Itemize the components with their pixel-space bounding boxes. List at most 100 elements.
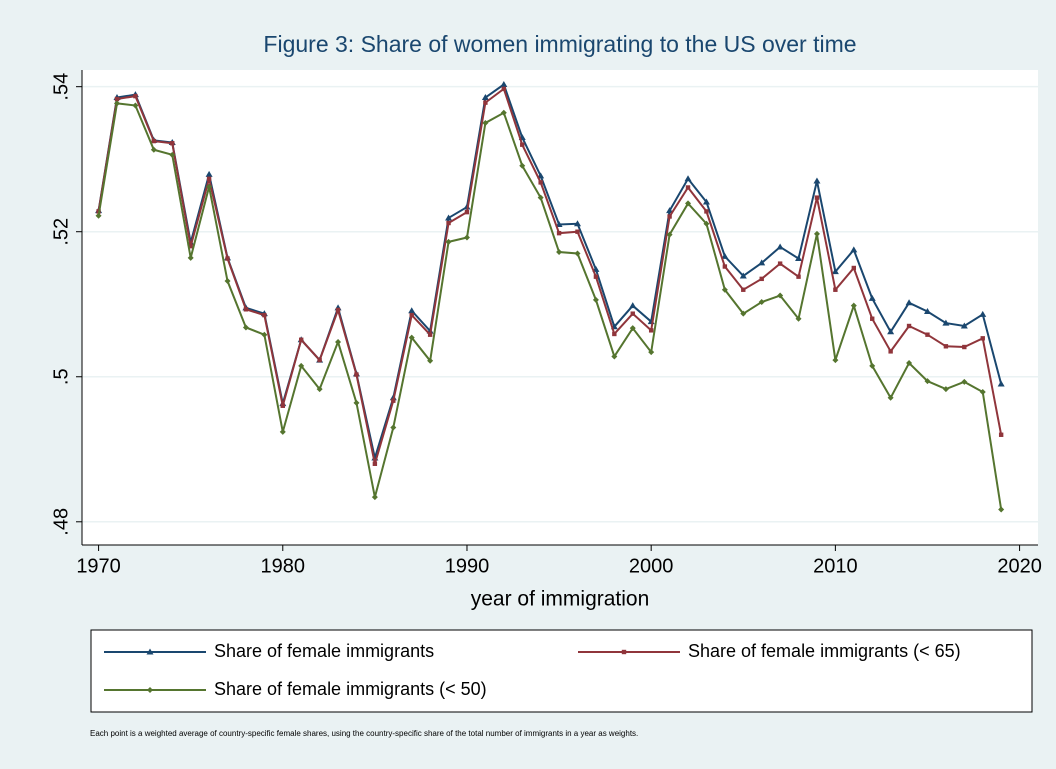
point — [869, 362, 876, 369]
point — [979, 388, 986, 395]
point — [483, 100, 488, 105]
point — [150, 146, 157, 153]
x-axis-title: year of immigration — [471, 588, 650, 611]
point — [242, 324, 249, 331]
point — [371, 494, 378, 501]
point — [906, 323, 912, 329]
point — [151, 138, 157, 144]
point — [721, 252, 729, 259]
point — [95, 212, 102, 219]
point — [667, 214, 672, 219]
point — [703, 220, 710, 227]
note: Each point is a weighted average of coun… — [90, 729, 638, 738]
point — [537, 194, 544, 201]
point — [685, 185, 691, 190]
point — [997, 380, 1005, 387]
point — [704, 209, 709, 214]
legend-box — [90, 629, 1033, 713]
point — [998, 506, 1005, 513]
point — [758, 259, 766, 266]
point — [648, 328, 654, 333]
point — [813, 230, 820, 237]
point — [114, 96, 120, 102]
point — [463, 234, 470, 241]
point — [721, 286, 728, 293]
point — [409, 312, 414, 318]
point — [924, 378, 931, 385]
point — [998, 432, 1004, 437]
point — [831, 268, 839, 275]
point — [870, 316, 875, 321]
chart-title: Figure 3: Share of women immigrating to … — [263, 31, 856, 57]
point — [132, 102, 139, 109]
point — [630, 311, 635, 316]
point — [243, 307, 249, 312]
point — [446, 220, 451, 226]
point — [317, 357, 322, 363]
point — [923, 307, 931, 314]
point — [905, 299, 913, 306]
series-line — [97, 102, 1003, 510]
point — [262, 312, 267, 318]
point — [593, 274, 599, 279]
point — [335, 338, 342, 345]
point — [942, 386, 949, 393]
point — [391, 398, 396, 403]
point — [445, 238, 452, 245]
point — [372, 461, 378, 466]
point — [666, 231, 673, 238]
point — [556, 249, 563, 256]
point — [795, 255, 803, 262]
point — [833, 287, 838, 292]
point — [868, 294, 876, 301]
point — [648, 349, 655, 356]
point — [942, 319, 950, 326]
point — [850, 246, 858, 253]
point — [520, 142, 525, 147]
point — [335, 307, 341, 313]
point — [464, 209, 470, 215]
x-tick-label: 2010 — [813, 555, 858, 577]
point — [427, 332, 433, 337]
point — [501, 86, 507, 92]
point — [481, 94, 489, 101]
y-tick-label: .48 — [50, 508, 72, 536]
point — [279, 428, 286, 435]
point — [739, 272, 747, 279]
point — [482, 119, 489, 126]
point — [408, 334, 415, 341]
point — [629, 302, 637, 309]
point — [205, 170, 213, 177]
point — [741, 287, 746, 292]
point — [280, 403, 285, 408]
point — [851, 265, 856, 271]
legend-label: Share of female immigrants (< 65) — [688, 641, 961, 661]
point — [224, 278, 231, 285]
point — [500, 81, 508, 88]
point — [574, 250, 581, 257]
point — [888, 349, 893, 354]
point — [684, 175, 692, 182]
point — [206, 183, 213, 190]
legend-marker — [146, 648, 154, 655]
point — [702, 198, 710, 205]
point — [445, 214, 453, 221]
point — [500, 109, 507, 116]
point — [795, 315, 802, 322]
point — [685, 200, 692, 207]
x-tick-label: 2000 — [629, 555, 674, 577]
y-tick-label: .5 — [50, 368, 72, 385]
x-tick-label: 1970 — [76, 555, 121, 577]
point — [887, 328, 895, 335]
point — [298, 337, 304, 342]
point — [573, 220, 581, 227]
point — [206, 176, 212, 181]
point — [925, 332, 930, 337]
point — [962, 344, 967, 350]
point — [353, 399, 360, 406]
point — [887, 394, 894, 401]
point — [611, 353, 618, 360]
point — [906, 359, 913, 366]
